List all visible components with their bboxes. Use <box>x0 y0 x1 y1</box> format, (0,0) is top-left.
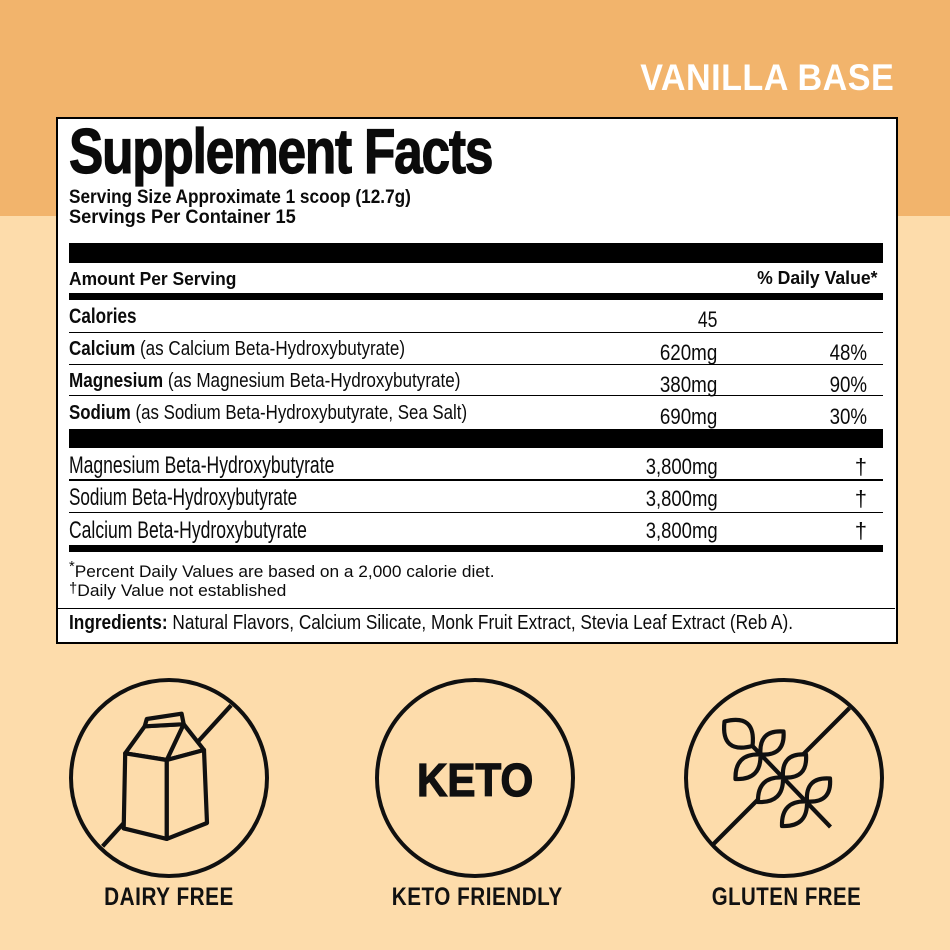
svg-text:KETO: KETO <box>417 754 533 806</box>
